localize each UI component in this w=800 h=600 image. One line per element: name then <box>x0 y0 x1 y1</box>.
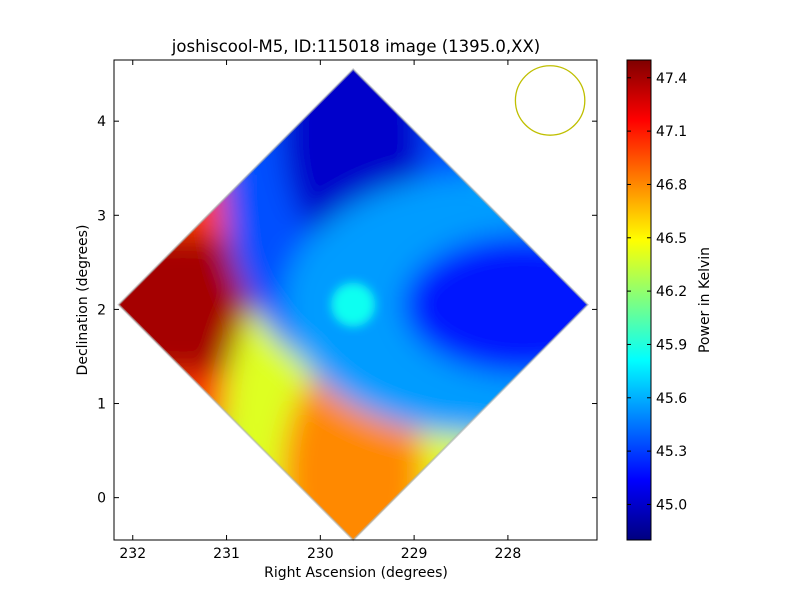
center-pinch <box>331 282 376 327</box>
y-axis-label: Declination (degrees) <box>75 225 91 376</box>
heatmap-area <box>117 65 590 542</box>
colorbar-tick-label: 47.4 <box>656 71 687 87</box>
y-tick-label: 0 <box>97 491 106 507</box>
colorbar-tick-label: 45.0 <box>656 497 687 513</box>
beam-circle <box>514 65 586 136</box>
colorbar-tick-label: 46.5 <box>656 231 687 247</box>
colorbar-gradient <box>626 59 652 541</box>
y-tick-label: 1 <box>97 397 106 413</box>
y-axis: 0 1 2 3 4 <box>97 114 597 507</box>
x-axis: 232 231 230 229 228 <box>119 60 521 562</box>
plot-frame <box>113 59 598 541</box>
heatmap-image <box>118 69 588 541</box>
colorbar-tick-label: 47.1 <box>656 124 687 140</box>
colorbar-tick-label: 45.3 <box>656 444 687 460</box>
colorbar-label: Power in Kelvin <box>697 247 713 353</box>
x-tick-label: 232 <box>119 546 146 562</box>
y-tick-label: 2 <box>97 302 106 318</box>
colorbar: 45.0 45.3 45.6 45.9 46.2 46.5 46.8 47.1 47.4 Pow… <box>626 59 713 541</box>
x-tick-label: 230 <box>307 546 334 562</box>
colorbar-tick-label: 46.2 <box>656 284 687 300</box>
colorbar-ticks: 45.0 45.3 45.6 45.9 46.2 46.5 46.8 47.1 47.4 <box>627 71 687 513</box>
colorbar-tick-label: 45.9 <box>656 337 687 353</box>
x-tick-label: 228 <box>495 546 522 562</box>
x-axis-label: Right Ascension (degrees) <box>264 565 448 581</box>
colorbar-tick-label: 45.6 <box>656 391 687 407</box>
chart-title: joshiscool-M5, ID:115018 image (1395.0,X… <box>171 37 540 56</box>
y-tick-label: 4 <box>97 114 106 130</box>
x-tick-label: 229 <box>401 546 428 562</box>
x-tick-label: 231 <box>213 546 240 562</box>
lobe-east <box>403 234 588 375</box>
colorbar-tick-label: 46.8 <box>656 177 687 193</box>
y-tick-label: 3 <box>97 208 106 224</box>
